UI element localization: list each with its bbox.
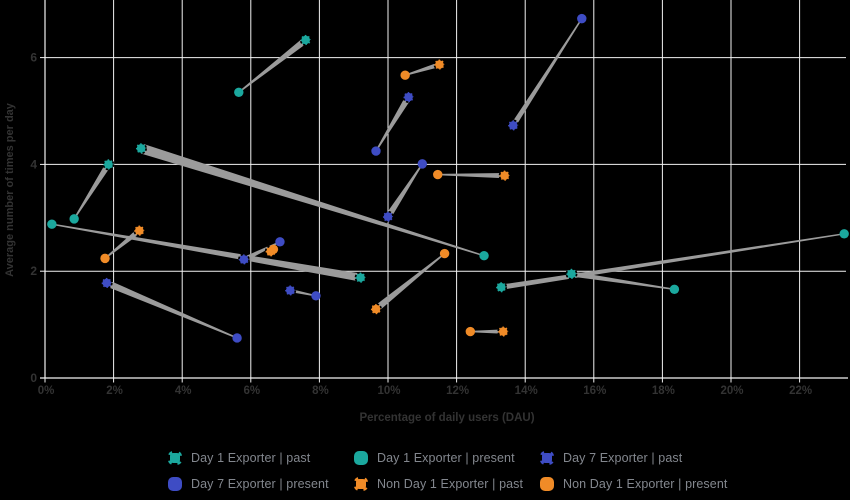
x-tick-label: 0% [38,385,55,397]
legend-item: Non Day 1 Exporter | present [540,475,738,492]
past-present-connector [73,162,111,220]
x-tick-label: 20% [720,385,743,397]
y-axis-title: Average number of times per day [4,102,16,277]
data-point-present [465,326,476,337]
data-point-past [135,142,147,155]
legend-label: Day 1 Exporter | present [377,450,515,465]
legend-item: Non Day 1 Exporter | past [354,475,540,492]
x-tick-label: 14% [515,385,538,397]
data-point-past [370,303,382,316]
past-present-connector [375,95,412,152]
data-point-present [839,229,849,239]
x-axis-title: Percentage of daily users (DAU) [359,412,534,424]
legend-swatch-past [354,476,368,491]
legend-swatch-past [168,450,182,465]
past-present-connector [571,271,675,291]
past-present-connector [373,253,446,312]
x-tick-label: 8% [312,385,329,397]
legend-item: Day 1 Exporter | past [168,449,354,466]
x-tick-label: 16% [583,385,606,397]
past-present-connector [500,233,845,290]
data-point-past [402,91,415,104]
past-present-connector [385,163,423,219]
data-point-present [439,248,450,259]
data-point-past [498,169,511,182]
legend-label: Non Day 1 Exporter | present [563,476,728,491]
past-present-connector [105,279,238,339]
past-present-connector [139,143,485,257]
x-tick-label: 6% [243,385,260,397]
data-point-present [47,219,57,229]
data-point-present [232,333,242,343]
data-point-past [382,210,394,223]
data-point-present [669,284,680,295]
x-tick-label: 2% [106,385,123,397]
data-point-present [577,13,587,24]
data-point-past [433,58,446,71]
x-tick-label: 4% [175,385,192,397]
data-point-present [100,253,110,264]
data-point-past [495,281,508,294]
data-point-past [354,271,367,284]
legend-label: Day 7 Exporter | present [191,476,329,491]
data-point-past [497,325,510,338]
past-present-connector [238,37,308,93]
x-tick-label: 18% [652,385,675,397]
data-point-past [565,267,578,280]
data-point-present [69,214,79,224]
data-point-past [507,119,520,132]
past-present-connector [104,228,142,259]
legend-label: Day 7 Exporter | past [563,450,683,465]
data-point-past [284,284,297,297]
data-point-present [433,169,443,180]
past-present-connector [511,18,583,127]
data-point-past [237,253,250,266]
x-tick-label: 12% [446,385,469,397]
x-tick-label: 22% [789,385,812,397]
past-present-connector [404,62,441,76]
legend-swatch-present [540,476,554,491]
data-point-past [133,224,146,237]
legend-swatch-past [540,450,554,465]
data-point-present [400,70,410,80]
y-tick-label: 0 [30,371,37,385]
y-tick-label: 6 [30,51,37,65]
data-point-present [371,146,381,156]
data-point-past [100,276,113,289]
data-point-present [417,159,427,169]
legend-item: Day 1 Exporter | present [354,449,540,466]
chart-legend: Day 1 Exporter | past Day 1 Exporter | pr… [168,449,738,492]
legend-swatch-present [354,450,368,465]
y-tick-label: 2 [30,264,37,278]
data-point-present [268,244,279,255]
legend-label: Non Day 1 Exporter | past [377,476,524,491]
data-point-present [234,87,244,98]
past-present-connector [470,329,504,334]
past-present-connector [51,223,362,282]
data-point-present [275,237,285,247]
y-tick-label: 4 [30,157,37,171]
data-point-present [311,291,321,301]
data-point-past [299,34,312,46]
x-tick-label: 10% [377,385,400,397]
data-point-present [479,251,489,261]
legend-label: Day 1 Exporter | past [191,450,311,465]
legend-swatch-present [168,476,182,491]
past-present-connector [289,288,317,297]
legend-item: Day 7 Exporter | present [168,475,354,492]
legend-item: Day 7 Exporter | past [540,449,738,466]
past-present-connector [437,173,505,179]
data-point-past [102,158,115,171]
